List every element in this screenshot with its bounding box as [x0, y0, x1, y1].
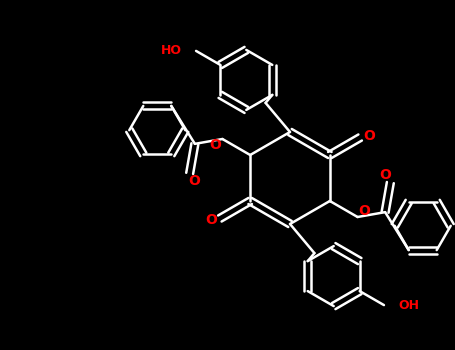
Text: O: O: [209, 138, 222, 152]
Text: HO: HO: [161, 44, 182, 57]
Text: O: O: [359, 204, 370, 218]
Text: O: O: [189, 174, 201, 188]
Text: O: O: [379, 168, 391, 182]
Text: OH: OH: [398, 299, 419, 312]
Text: O: O: [363, 128, 375, 142]
Text: O: O: [205, 214, 217, 228]
